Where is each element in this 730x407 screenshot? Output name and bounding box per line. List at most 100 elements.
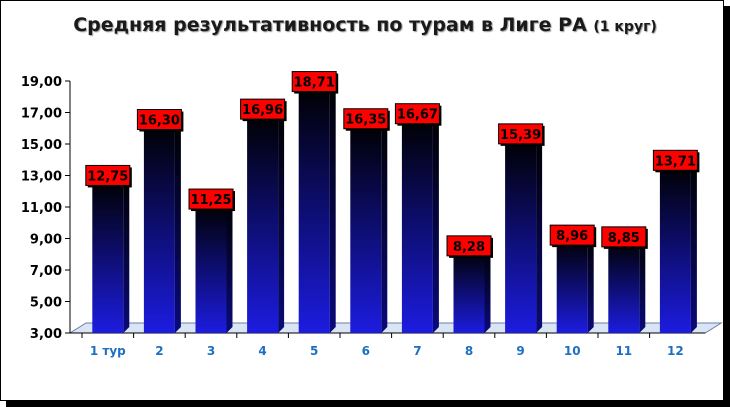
bar [401, 111, 439, 333]
y-tick-label: 11,00 [21, 201, 62, 216]
chart-title: Средняя результативность по турам в Лиге… [0, 14, 730, 36]
chart-title-main: Средняя результативность по турам в Лиге… [73, 14, 587, 36]
data-label-text: 16,67 [397, 108, 438, 123]
bar-front [608, 240, 640, 333]
data-label: 8,96 [549, 224, 597, 248]
chart-subtitle: (1 круг) [593, 19, 657, 35]
y-tick-label: 17,00 [21, 107, 62, 122]
data-label: 16,67 [394, 103, 442, 126]
bar-side [381, 116, 388, 333]
x-tick-label: 8 [465, 344, 473, 358]
x-tick-label: 5 [310, 344, 318, 358]
x-tick-label: 10 [564, 344, 581, 358]
x-tick-label: 3 [207, 344, 215, 358]
bar-side [432, 111, 439, 333]
data-label-text: 16,35 [345, 113, 386, 128]
data-label-text: 18,71 [294, 76, 335, 91]
bar-front [298, 85, 330, 333]
data-label: 16,35 [343, 108, 390, 131]
data-label-box [136, 109, 182, 131]
bar-side [690, 158, 697, 333]
bar-front [247, 113, 279, 333]
y-tick-label: 3,00 [30, 327, 62, 342]
data-label-text: 8,85 [608, 231, 640, 246]
bar-side [226, 197, 233, 333]
data-label-text: 16,30 [139, 114, 180, 129]
y-tick-label: 5,00 [30, 296, 62, 311]
x-tick-label: 12 [667, 344, 684, 358]
bar-side [278, 107, 285, 333]
bar [247, 107, 285, 333]
bar [298, 79, 336, 333]
bar-side [484, 243, 491, 333]
data-label-text: 13,71 [655, 154, 696, 169]
data-label-box [652, 149, 698, 171]
bar-side [329, 79, 336, 333]
data-labels: 12,75 16,30 11,25 16,96 18,71 16,35 16,67 8,28 1… [85, 71, 700, 258]
data-label-text: 8,96 [556, 229, 588, 244]
data-label-text: 15,39 [500, 128, 541, 143]
bar-front [92, 179, 124, 333]
data-label-box [188, 188, 234, 210]
x-tick-label: 9 [516, 344, 524, 358]
y-tick-label: 13,00 [21, 170, 62, 185]
bar-side [639, 234, 646, 333]
bar-side [123, 173, 130, 333]
bar-front [659, 164, 691, 333]
x-tick-label: 11 [615, 344, 632, 358]
bar [143, 117, 181, 334]
data-label-text: 16,96 [242, 103, 283, 118]
y-axis: 3,00 5,00 7,00 9,00 11,00 13,00 15,00 17,00 19,0… [21, 75, 71, 342]
x-axis: 1 тур 2 3 4 5 6 7 8 9 10 11 12 [70, 332, 706, 358]
data-label-text: 8,28 [453, 240, 485, 255]
bar [556, 233, 594, 333]
y-tick-label: 15,00 [21, 138, 62, 153]
bar-side [174, 117, 181, 334]
y-tick-label: 7,00 [30, 264, 62, 279]
data-label-box [240, 98, 286, 120]
bar-front [505, 137, 537, 333]
data-label-box [343, 108, 389, 130]
bar [92, 173, 130, 333]
data-label: 13,71 [652, 149, 700, 173]
bar [505, 131, 543, 333]
bar [195, 197, 233, 333]
x-tick-label: 2 [155, 344, 163, 358]
data-label-box [394, 103, 440, 125]
data-label-box [85, 164, 131, 186]
data-label-text: 11,25 [190, 193, 231, 208]
x-tick-label: 1 тур [90, 344, 126, 358]
y-tick-label: 9,00 [30, 233, 62, 248]
bar-front [143, 123, 175, 334]
data-label: 11,25 [188, 188, 235, 212]
bar-front [453, 249, 485, 333]
bar-front [556, 239, 588, 333]
x-tick-label: 4 [258, 344, 266, 358]
bar [659, 158, 697, 333]
data-label-box [498, 123, 544, 145]
x-tick-label: 6 [362, 344, 370, 358]
data-label-text: 12,75 [87, 169, 128, 184]
bar-front [350, 122, 382, 333]
data-label: 16,96 [240, 98, 287, 122]
data-label: 15,39 [498, 123, 545, 146]
data-label: 18,71 [291, 71, 339, 94]
data-label-box [601, 226, 647, 248]
bar-side [536, 131, 543, 333]
data-label: 12,75 [85, 164, 132, 188]
bar [608, 234, 646, 333]
bar-front [401, 117, 433, 333]
bar [350, 116, 388, 333]
data-label-box [549, 224, 595, 246]
bar-front [195, 203, 227, 333]
data-label: 8,28 [446, 235, 493, 258]
data-label-box [291, 71, 337, 93]
bar-side [587, 233, 594, 333]
data-label: 8,85 [601, 226, 648, 249]
y-tick-label: 19,00 [21, 75, 62, 90]
data-label-box [446, 235, 492, 257]
bar [453, 243, 491, 333]
data-label: 16,30 [136, 109, 184, 132]
x-tick-label: 7 [413, 344, 421, 358]
